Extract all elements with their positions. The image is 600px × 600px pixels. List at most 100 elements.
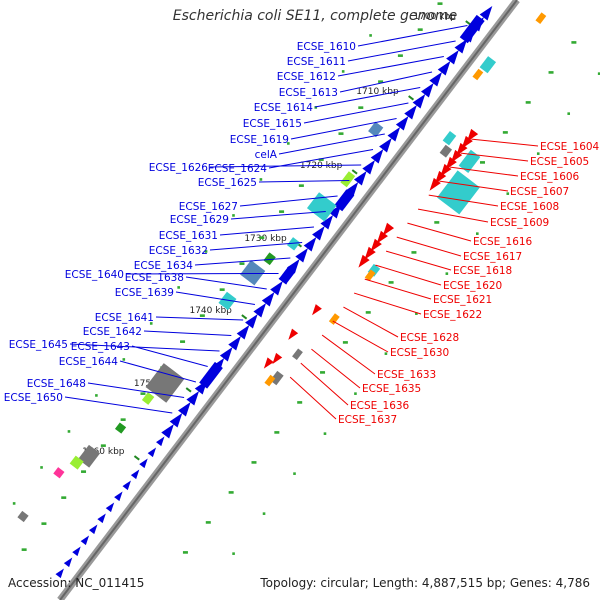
forward-gene-arrow <box>219 347 233 362</box>
ruler-tick <box>408 95 415 101</box>
feature-block <box>263 252 276 266</box>
leader-line <box>155 316 244 321</box>
forward-gene-arrow <box>454 39 468 54</box>
feature-block <box>458 149 481 173</box>
forward-gene-label: ECSE_1642 <box>83 326 142 338</box>
forward-gene-arrow <box>55 568 64 579</box>
forward-gene-label: ECSE_1643 <box>71 341 130 353</box>
ruler-label: 1700 kbp <box>413 12 456 22</box>
forward-gene-label: ECSE_1650 <box>4 392 63 404</box>
label-leader-lines <box>64 24 539 420</box>
forward-gene-arrow <box>379 138 392 153</box>
gc-dot <box>397 54 403 57</box>
gc-dot <box>205 521 211 524</box>
gc-dot <box>40 466 43 469</box>
feature-block <box>439 144 453 158</box>
feature-block <box>218 291 237 311</box>
leader-line <box>239 195 338 207</box>
leader-line <box>343 306 399 338</box>
gc-dot <box>232 214 235 217</box>
gc-dot <box>378 80 384 83</box>
reverse-gene-label: ECSE_1616 <box>473 236 533 248</box>
ruler-tick <box>465 20 472 26</box>
forward-gene-label: ECSE_1613 <box>279 87 338 99</box>
gc-dot <box>384 352 388 355</box>
forward-gene-label: ECSE_1619 <box>230 134 289 146</box>
feature-block <box>53 467 65 479</box>
forward-gene-arrow <box>186 391 200 406</box>
forward-gene-arrow <box>362 160 376 175</box>
forward-gene-label: ECSE_1638 <box>125 272 184 284</box>
gc-dot <box>597 72 600 75</box>
feature-block <box>78 444 101 468</box>
gc-dot <box>415 312 418 315</box>
gc-dot <box>314 106 318 109</box>
leader-line <box>407 222 472 242</box>
leader-line <box>321 334 376 375</box>
topology-label: Topology: circular; Length: 4,887,515 bp… <box>260 576 590 590</box>
ruler-label: 1760 kbp <box>82 447 125 457</box>
leader-line <box>364 278 432 300</box>
gc-dot <box>177 286 180 289</box>
gc-dot <box>506 192 510 195</box>
gc-dot <box>61 496 67 499</box>
gc-dot <box>536 152 540 155</box>
forward-gene-arrow <box>253 303 267 318</box>
forward-gene-label: ECSE_1644 <box>59 356 119 368</box>
leader-line <box>258 179 350 183</box>
forward-gene-arrow <box>387 127 401 142</box>
reverse-gene-arrow <box>358 254 370 268</box>
gc-dot <box>571 41 577 44</box>
gc-dot <box>437 2 443 5</box>
reverse-gene-label: ECSE_1617 <box>463 251 522 263</box>
forward-gene-arrow <box>147 447 157 458</box>
forward-gene-label: ECSE_1624 <box>208 163 268 175</box>
gc-dot <box>120 418 126 421</box>
forward-gene-arrow <box>236 325 250 340</box>
reverse-gene-label: ECSE_1622 <box>423 309 482 321</box>
feature-block <box>270 370 284 386</box>
feature-block <box>264 374 276 387</box>
gc-dot <box>274 431 280 434</box>
gc-dot <box>369 34 372 37</box>
forward-gene-block <box>199 361 223 389</box>
gc-dot <box>204 250 208 253</box>
feature-block <box>292 348 303 361</box>
leader-line <box>69 343 220 352</box>
leader-line <box>289 376 337 420</box>
leader-line <box>417 208 489 223</box>
gc-dot <box>479 161 485 164</box>
reverse-gene-label: ECSE_1635 <box>362 383 421 395</box>
forward-gene-arrow <box>420 83 434 98</box>
gc-dots <box>12 2 600 555</box>
forward-gene-arrow <box>270 281 283 296</box>
gene-features <box>17 6 547 579</box>
forward-gene-arrow <box>395 116 409 131</box>
gc-dot <box>41 522 47 525</box>
feature-block <box>69 455 84 470</box>
leader-line <box>230 210 326 220</box>
gc-dot <box>365 311 371 314</box>
gc-dot <box>67 430 71 433</box>
leader-line <box>396 236 462 257</box>
reverse-gene-arrow <box>429 177 441 191</box>
ruler-tick <box>241 314 248 320</box>
reverse-gene-arrow <box>263 357 274 369</box>
forward-gene-arrow <box>169 413 183 428</box>
forward-gene-arrow <box>161 424 174 439</box>
forward-gene-arrow <box>156 436 165 447</box>
gc-dot <box>81 470 87 473</box>
gc-dot <box>342 341 348 344</box>
gc-dot <box>199 314 205 317</box>
leader-line <box>357 24 468 47</box>
gc-dot <box>318 158 324 161</box>
feature-block <box>364 269 376 282</box>
forward-gene-label: celA <box>255 149 278 161</box>
gc-dot <box>567 112 571 115</box>
gene-labels: ECSE_1610 ECSE_1611 ECSE_1612 ECSE_1613 ECSE… <box>4 41 600 426</box>
feature-block <box>479 56 497 74</box>
reverse-gene-arrow <box>450 149 463 163</box>
genome-title: Escherichia coli SE11, complete genome <box>172 8 458 24</box>
accession-label: Accession: NC_011415 <box>8 576 145 590</box>
